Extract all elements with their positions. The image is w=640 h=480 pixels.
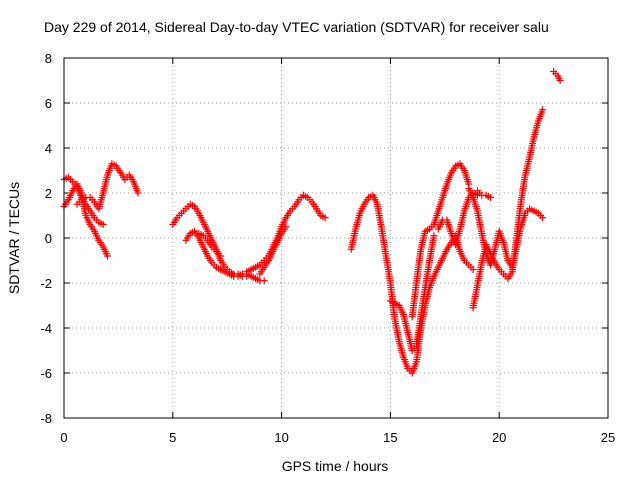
y-tick-label: -4: [40, 321, 52, 336]
x-tick-label: 5: [169, 430, 176, 445]
y-tick-label: -8: [40, 411, 52, 426]
y-tick-label: 8: [45, 51, 52, 66]
x-tick-label: 20: [492, 430, 506, 445]
sat-track-16-point: [486, 194, 494, 201]
x-axis-label: GPS time / hours: [282, 458, 389, 474]
x-tick-label: 10: [274, 430, 288, 445]
y-tick-label: 2: [45, 186, 52, 201]
sat-track-14-point: [539, 214, 547, 222]
sat-track-5-point: [260, 277, 268, 285]
plot-frame: [63, 57, 609, 419]
chart-title: Day 229 of 2014, Sidereal Day-to-day VTE…: [44, 19, 549, 35]
sat-track-2-point: [99, 221, 107, 228]
sat-track-8-point: [282, 223, 290, 231]
y-tick-label: 6: [45, 96, 52, 111]
y-tick-label: 4: [45, 141, 52, 156]
sat-track-7-point: [321, 214, 329, 222]
tick-labels: 0 5 10 15 20 25 -8 -6 -4 -2 0 2 4 6 8: [40, 51, 615, 445]
sat-track-6-point: [217, 252, 225, 260]
sat-track-1-point: [104, 252, 112, 260]
sat-track-10-point: [430, 232, 438, 240]
x-tick-label: 0: [60, 430, 67, 445]
sat-track-12-point: [469, 266, 477, 273]
sat-track-3-point: [134, 189, 142, 197]
y-tick-label: -6: [40, 366, 52, 381]
y-tick-label: 0: [45, 231, 52, 246]
x-tick-label: 25: [601, 430, 615, 445]
y-tick-label: -2: [40, 276, 52, 291]
x-tick-label: 15: [383, 430, 397, 445]
sat-track-17-point: [556, 77, 564, 84]
y-axis-label: SDTVAR / TECUs: [6, 182, 22, 294]
sat-track-15-point: [539, 106, 547, 114]
